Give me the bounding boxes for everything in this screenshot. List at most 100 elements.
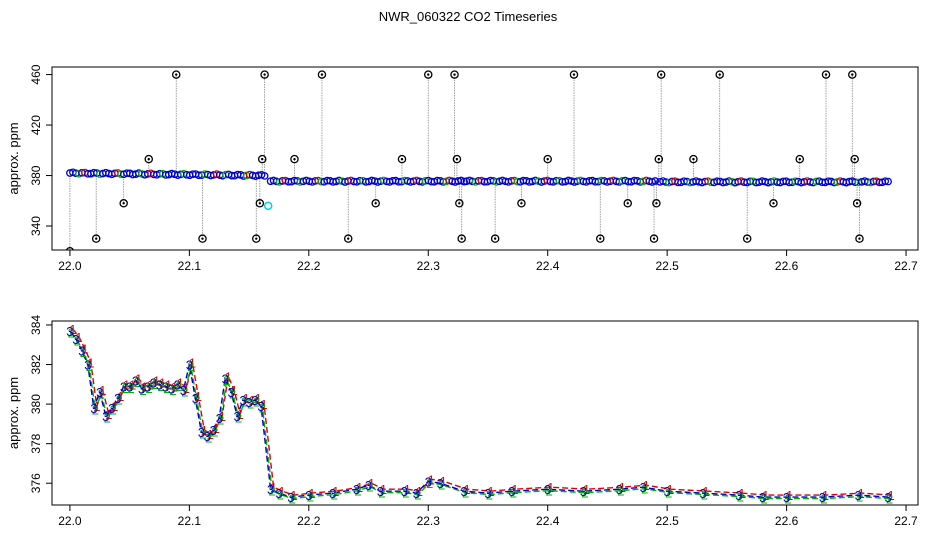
series-marker: 1 <box>290 488 297 503</box>
series-marker: 2 <box>169 383 176 398</box>
series-marker: 2 <box>307 490 314 505</box>
data-point <box>651 177 660 185</box>
series-marker: 3 <box>114 391 121 406</box>
series-marker: 3 <box>192 391 199 406</box>
series-marker: 1 <box>87 356 94 371</box>
series-marker: 1 <box>105 407 112 422</box>
series-marker: 2 <box>462 486 469 501</box>
outlier-center <box>599 237 602 240</box>
outlier-center <box>520 202 523 205</box>
x-tick-label: 22.3 <box>417 259 441 273</box>
series-marker: 2 <box>737 490 744 505</box>
outlier-center <box>374 202 377 205</box>
series-marker: 3 <box>305 488 312 503</box>
series-marker: 1 <box>237 407 244 422</box>
data-point <box>884 177 892 186</box>
series-marker: 2 <box>74 333 81 348</box>
x-tick-label: 22.2 <box>297 259 321 273</box>
series-marker: 3 <box>180 383 187 398</box>
cyan-point <box>263 201 273 211</box>
series-marker: 2 <box>68 325 75 340</box>
series-marker: 1 <box>762 488 769 503</box>
outlier-center <box>718 73 721 76</box>
series-marker: 3 <box>819 490 826 505</box>
outlier-point <box>252 234 261 243</box>
outlier-center <box>652 237 656 240</box>
series-marker: 2 <box>784 492 791 507</box>
series-marker: 1 <box>404 482 411 497</box>
outlier-point <box>257 154 267 164</box>
series-marker: 1 <box>487 484 494 499</box>
outlier-center <box>572 73 576 76</box>
series-marker: 2 <box>80 345 87 360</box>
series-marker: 3 <box>353 482 360 497</box>
outlier-center <box>293 157 296 161</box>
outlier-point <box>852 199 862 208</box>
series-marker: 1 <box>786 488 793 503</box>
series-marker: 3 <box>168 381 175 396</box>
outlier-point <box>517 199 526 208</box>
series-marker: 1 <box>165 377 172 392</box>
series-marker: 3 <box>228 385 235 400</box>
series-marker: 2 <box>92 403 99 418</box>
series-marker: 1 <box>619 480 626 495</box>
series-marker: 3 <box>144 379 151 394</box>
outlier-center <box>147 157 150 161</box>
outlier-center <box>258 202 262 205</box>
x-tick-label: 22.5 <box>655 514 679 528</box>
series-marker: 2 <box>139 383 146 398</box>
series-marker: 3 <box>90 401 97 416</box>
outlier-point <box>452 154 462 164</box>
x-tick-label: 22.7 <box>894 259 918 273</box>
series-marker: 2 <box>253 395 260 410</box>
series-marker: 2 <box>486 488 493 503</box>
series-marker: 2 <box>546 484 553 499</box>
series-marker: 3 <box>234 409 241 424</box>
series-marker: 1 <box>254 391 261 406</box>
series-marker: 3 <box>138 381 145 396</box>
series-marker: 1 <box>171 379 178 394</box>
outlier-center <box>493 237 497 240</box>
series-marker: 1 <box>888 488 895 503</box>
series-marker: 3 <box>108 401 115 416</box>
y-tick-label: 376 <box>29 473 43 493</box>
outlier-point <box>171 70 181 79</box>
series-marker: 2 <box>402 486 409 501</box>
series-marker: 3 <box>174 377 181 392</box>
series-marker: 2 <box>175 379 182 394</box>
series-marker: 3 <box>640 480 647 495</box>
series-marker: 1 <box>219 409 226 424</box>
outlier-point <box>623 199 632 208</box>
outlier-center <box>453 73 456 76</box>
outlier-point <box>397 154 407 164</box>
series-marker: 3 <box>257 399 264 414</box>
outlier-center <box>255 237 258 240</box>
outlier-point <box>821 70 831 79</box>
y-axis-label: approx. ppm <box>6 122 21 194</box>
series-marker: 2 <box>211 424 218 439</box>
outlier-point <box>450 70 459 79</box>
series-marker: 1 <box>189 356 196 371</box>
series-marker: 1 <box>858 486 865 501</box>
y-axis-label: approx. ppm <box>6 377 21 449</box>
x-tick-label: 22.6 <box>775 514 799 528</box>
series-marker: 3 <box>251 393 258 408</box>
outlier-center <box>347 237 350 240</box>
series-marker: 2 <box>438 478 445 493</box>
outlier-center <box>798 157 801 161</box>
y-tick-label: 384 <box>29 315 43 335</box>
x-tick-label: 22.1 <box>178 259 202 273</box>
series-marker: 3 <box>484 486 491 501</box>
series-marker: 1 <box>278 484 285 499</box>
series-marker: 2 <box>289 492 296 507</box>
series-marker: 1 <box>195 389 202 404</box>
series-marker: 2 <box>122 381 129 396</box>
outlier-center <box>458 202 461 205</box>
series-marker: 3 <box>413 486 420 501</box>
series-marker: 3 <box>580 484 587 499</box>
outlier-point <box>371 199 380 208</box>
series-marker: 2 <box>820 492 827 507</box>
series-marker: 3 <box>126 379 133 394</box>
series-marker: 2 <box>98 387 105 402</box>
